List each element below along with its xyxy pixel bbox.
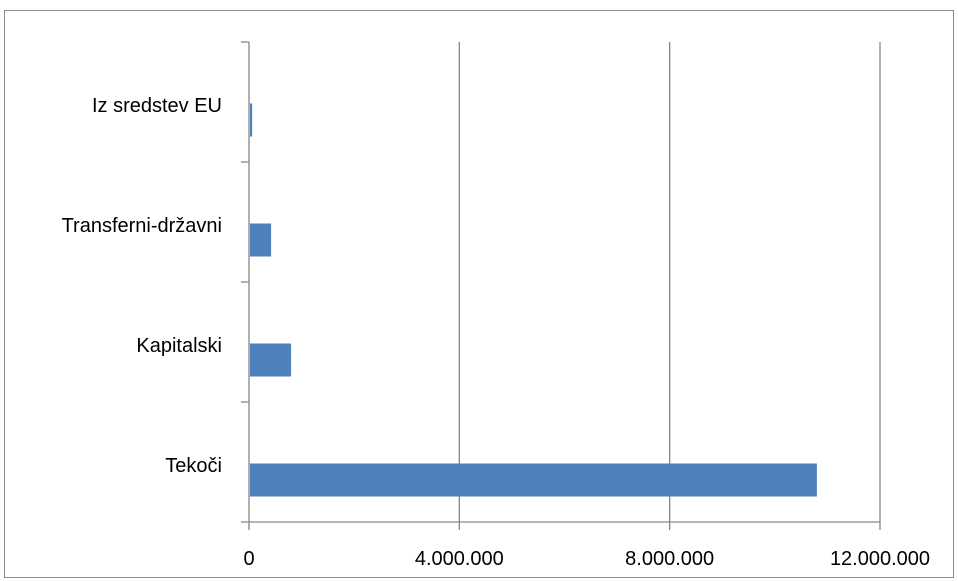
bar-3 bbox=[250, 103, 253, 137]
bar-2 bbox=[250, 223, 272, 257]
x-tick-labels: 0 4.000.000 8.000.000 12.000.000 bbox=[243, 548, 930, 570]
category-labels: Tekoči Kapitalski Transferni-državni Iz sre… bbox=[62, 95, 222, 477]
x-tick-label-2: 8.000.000 bbox=[625, 548, 714, 570]
category-label-2: Transferni-državni bbox=[62, 215, 222, 237]
category-label-1: Kapitalski bbox=[136, 335, 222, 357]
axes bbox=[241, 41, 881, 530]
bar-1 bbox=[250, 343, 292, 377]
bar-0 bbox=[250, 463, 817, 497]
grid-lines bbox=[458, 42, 881, 522]
x-tick-label-1: 4.000.000 bbox=[415, 548, 504, 570]
x-tick-label-3: 12.000.000 bbox=[830, 548, 930, 570]
category-label-3: Iz sredstev EU bbox=[92, 95, 222, 117]
x-tick-label-0: 0 bbox=[243, 548, 254, 570]
bars bbox=[250, 103, 817, 497]
category-label-0: Tekoči bbox=[165, 455, 222, 477]
